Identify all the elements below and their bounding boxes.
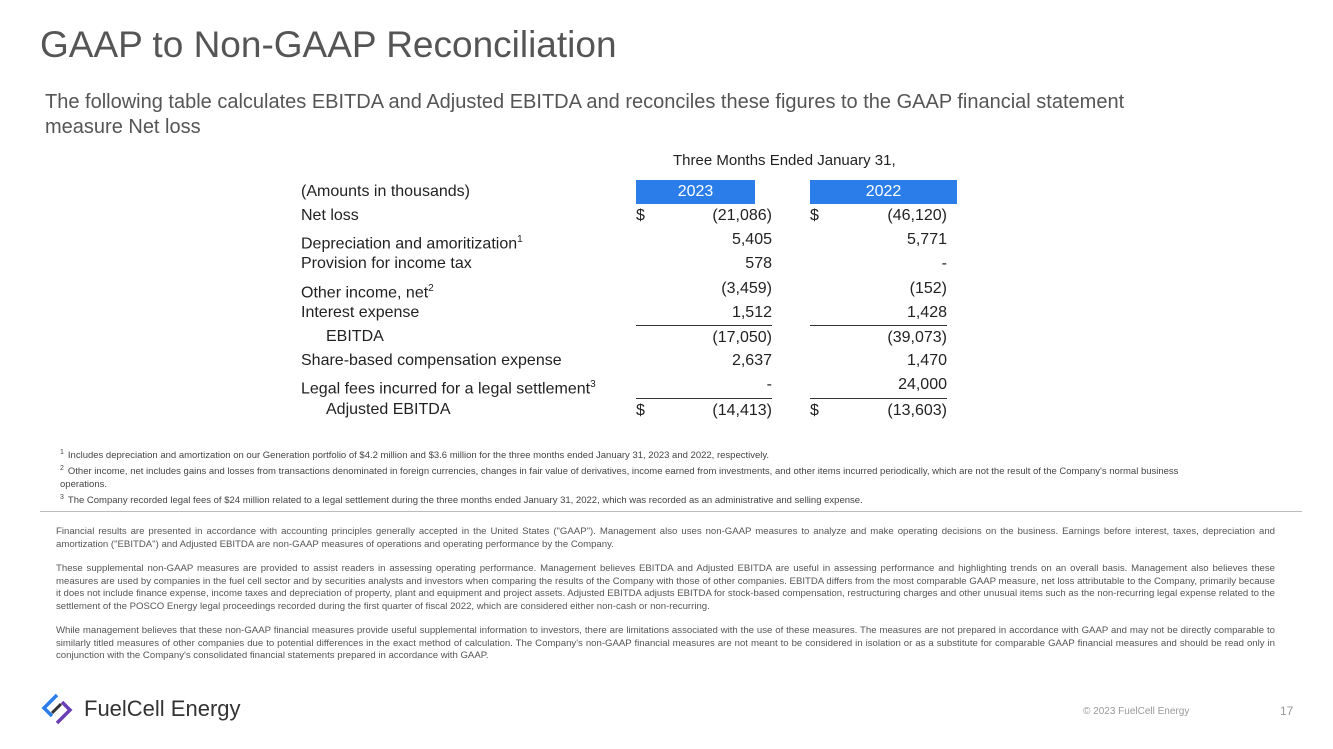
- cell: (152): [810, 277, 947, 299]
- table-row: Share-based compensation expense 2,637 1,4…: [301, 349, 1001, 373]
- cell: $ (21,086): [636, 204, 772, 226]
- logo-icon: [41, 693, 73, 725]
- row-label-text: Net loss: [301, 207, 359, 224]
- footnote-ref: 3: [590, 379, 596, 391]
- column-header: 2022: [810, 180, 957, 204]
- period-header: Three Months Ended January 31,: [673, 152, 896, 169]
- footnote-marker: 3: [60, 494, 64, 502]
- footnote: 3 The Company recorded legal fees of $24 …: [60, 491, 1200, 507]
- currency: $: [636, 401, 645, 419]
- row-label-text: Interest expense: [301, 303, 420, 321]
- row-label: EBITDA: [326, 325, 384, 349]
- footnote-text: The Company recorded legal fees of $24 m…: [67, 495, 863, 507]
- cell: $ (46,120): [810, 204, 947, 226]
- cell: 578: [636, 252, 772, 274]
- footnote-marker: 1: [60, 449, 64, 456]
- row-label: Depreciation and amoritization1: [301, 228, 523, 256]
- footnote-marker: 2: [60, 465, 64, 473]
- subtitle: The following table calculates EBITDA an…: [45, 91, 1125, 138]
- cell: (3,459): [636, 277, 772, 299]
- row-label: Net loss: [301, 204, 359, 228]
- cell: 5,771: [810, 228, 947, 250]
- table-row: Other income, net2 (3,459) (152): [301, 277, 1001, 301]
- row-label-text: Other income, net: [301, 283, 429, 301]
- cell-value: (13,603): [887, 401, 947, 419]
- row-label-text: Adjusted EBITDA: [326, 400, 451, 418]
- cell-value: 24,000: [898, 376, 947, 394]
- table-row: Adjusted EBITDA $ (14,413) $ (13,603): [301, 397, 1001, 422]
- cell-value: (17,050): [712, 329, 772, 346]
- row-label-text: Legal fees incurred for a legal settleme…: [301, 380, 591, 398]
- cell: $ (14,413): [636, 397, 772, 421]
- cell-value: 1,470: [906, 352, 947, 370]
- row-label-text: Provision for income tax: [301, 255, 472, 273]
- table-row: Depreciation and amoritization1 5,405 5,77…: [301, 228, 1001, 252]
- cell: 5,405: [636, 228, 772, 250]
- currency: $: [636, 207, 645, 224]
- disclaimer: Financial results are presented in accor…: [56, 526, 1275, 675]
- disclaimer-paragraph: While management believes that these non…: [56, 625, 1275, 661]
- row-label-text: Depreciation and amoritization: [301, 235, 518, 253]
- row-label: Other income, net2: [301, 277, 434, 305]
- cell-value: (3,459): [721, 279, 772, 297]
- page-number: 17: [1280, 704, 1294, 718]
- cell-value: (152): [909, 279, 947, 297]
- divider: [40, 511, 1302, 512]
- cell: 1,428: [810, 301, 947, 323]
- cell-value: (14,413): [712, 401, 772, 419]
- cell: -: [810, 252, 947, 274]
- cell: -: [636, 373, 772, 395]
- footnote-text: Other income, net includes gains and los…: [60, 466, 1179, 491]
- table-row: Provision for income tax 578 -: [301, 252, 1001, 276]
- currency: $: [810, 401, 819, 419]
- logo-text: FuelCell Energy: [84, 696, 241, 721]
- currency: $: [810, 207, 819, 224]
- footnote-ref: 2: [428, 282, 434, 294]
- row-label-text: Share-based compensation expense: [301, 352, 562, 370]
- row-label-text: EBITDA: [326, 328, 384, 345]
- row-label: Adjusted EBITDA: [326, 398, 451, 422]
- cell-value: 1,512: [731, 303, 772, 321]
- cell: $ (13,603): [810, 397, 947, 421]
- row-label: Interest expense: [301, 301, 419, 325]
- footnote-ref: 1: [517, 234, 523, 246]
- logo: FuelCell Energy: [40, 692, 241, 726]
- table-row: Legal fees incurred for a legal settleme…: [301, 373, 1001, 397]
- cell-value: 5,771: [906, 231, 947, 249]
- cell: (17,050): [636, 325, 772, 348]
- row-label: Legal fees incurred for a legal settleme…: [301, 373, 596, 401]
- cell-value: (21,086): [712, 207, 772, 224]
- row-label: Provision for income tax: [301, 252, 472, 276]
- table-row: Interest expense 1,512 1,428: [301, 301, 1001, 325]
- cell: 2,637: [636, 349, 772, 371]
- header-row: (Amounts in thousands) 2023 2022: [301, 180, 1001, 204]
- cell-value: 578: [745, 255, 772, 273]
- cell: 1,470: [810, 349, 947, 371]
- cell: 1,512: [636, 301, 772, 323]
- units-label: (Amounts in thousands): [301, 183, 470, 200]
- disclaimer-paragraph: Financial results are presented in accor…: [56, 526, 1275, 550]
- table-row: EBITDA (17,050) (39,073): [301, 325, 1001, 349]
- column-header: 2023: [636, 180, 755, 204]
- copyright: © 2023 FuelCell Energy: [1083, 706, 1190, 717]
- title: GAAP to Non-GAAP Reconciliation: [40, 24, 617, 65]
- cell-value: 1,428: [906, 303, 947, 321]
- cell-value: (46,120): [887, 207, 947, 224]
- table-row: Net loss $ (21,086) $ (46,120): [301, 204, 1001, 228]
- footnote: 1 Includes depreciation and amortization …: [60, 446, 1200, 462]
- footnotes: 1 Includes depreciation and amortization …: [60, 446, 1200, 507]
- cell-value: 2,637: [731, 352, 772, 370]
- cell: (39,073): [810, 325, 947, 348]
- disclaimer-paragraph: These supplemental non-GAAP measures are…: [56, 563, 1275, 612]
- footnote: 2 Other income, net includes gains and lo…: [60, 462, 1200, 491]
- cell-value: -: [766, 376, 772, 394]
- cell-value: 5,405: [731, 231, 772, 249]
- cell-value: -: [941, 255, 947, 273]
- footnote-text: Includes depreciation and amortization o…: [67, 450, 770, 462]
- cell: 24,000: [810, 373, 947, 395]
- row-label: Share-based compensation expense: [301, 349, 562, 373]
- cell-value: (39,073): [887, 329, 947, 346]
